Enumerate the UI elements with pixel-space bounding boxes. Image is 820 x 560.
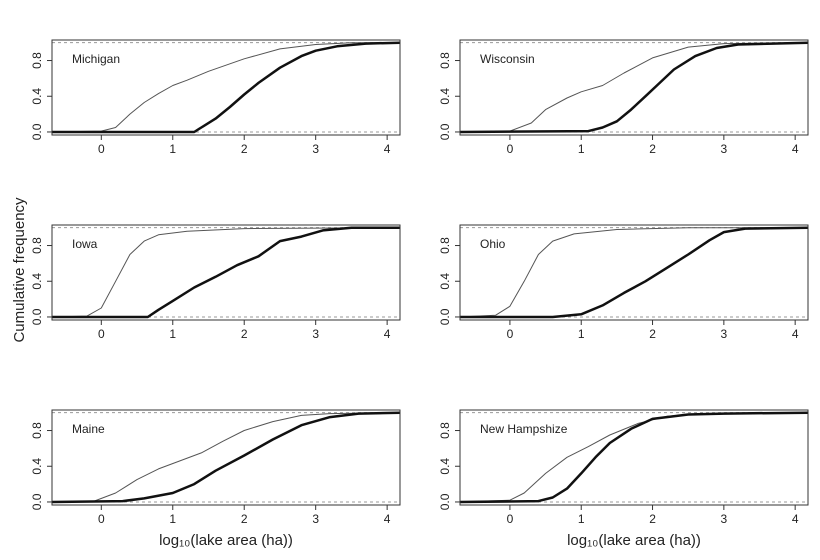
x-tick-label: 1 bbox=[169, 512, 176, 526]
x-tick-label: 2 bbox=[241, 327, 248, 341]
plot-frame bbox=[459, 224, 809, 321]
cdf-line bbox=[459, 227, 808, 318]
panel-title: Maine bbox=[72, 422, 105, 436]
x-tick-label: 0 bbox=[98, 142, 105, 156]
plot-frame bbox=[51, 39, 401, 136]
x-tick-label: 4 bbox=[384, 327, 391, 341]
x-tick-label: 4 bbox=[792, 512, 799, 526]
y-tick-label: 0.4 bbox=[438, 273, 452, 290]
cdf-line bbox=[459, 411, 809, 504]
x-tick-label: 2 bbox=[649, 142, 656, 156]
x-tick-label: 2 bbox=[241, 142, 248, 156]
x-tick-label: 3 bbox=[312, 327, 319, 341]
y-tick-label: 0.8 bbox=[30, 237, 44, 254]
cdf-line bbox=[459, 41, 809, 134]
x-tick-label: 2 bbox=[649, 327, 656, 341]
y-tick-label: 0.0 bbox=[30, 123, 44, 140]
x-axis-label: log₁₀(lake area (ha)) bbox=[567, 532, 701, 549]
x-tick-label: 0 bbox=[98, 512, 105, 526]
x-tick-label: 4 bbox=[384, 142, 391, 156]
x-tick-label: 3 bbox=[312, 142, 319, 156]
panel-title: Ohio bbox=[480, 237, 506, 251]
plot-frame bbox=[459, 409, 809, 506]
y-tick-label: 0.0 bbox=[30, 308, 44, 325]
plot-frame bbox=[459, 39, 809, 136]
cdf-line bbox=[51, 411, 401, 504]
x-tick-label: 4 bbox=[384, 512, 391, 526]
y-tick-label: 0.4 bbox=[438, 458, 452, 475]
plot-frame bbox=[51, 409, 401, 506]
x-tick-label: 3 bbox=[312, 512, 319, 526]
x-tick-label: 1 bbox=[169, 142, 176, 156]
y-tick-label: 0.8 bbox=[438, 422, 452, 439]
cdf-line bbox=[51, 42, 400, 133]
y-axis-label: Cumulative frequency bbox=[11, 197, 28, 343]
y-tick-label: 0.4 bbox=[30, 458, 44, 475]
x-tick-label: 1 bbox=[578, 142, 585, 156]
x-tick-label: 1 bbox=[578, 327, 585, 341]
cdf-line bbox=[52, 226, 400, 319]
x-tick-label: 0 bbox=[507, 142, 514, 156]
x-tick-label: 1 bbox=[578, 512, 585, 526]
y-tick-label: 0.0 bbox=[438, 123, 452, 140]
x-tick-label: 2 bbox=[649, 512, 656, 526]
cdf-line bbox=[52, 41, 401, 134]
y-tick-label: 0.8 bbox=[30, 52, 44, 69]
cdf-line bbox=[460, 226, 809, 319]
cdf-line bbox=[51, 412, 401, 503]
y-tick-label: 0.0 bbox=[30, 493, 44, 510]
panel-title: New Hampshize bbox=[480, 422, 568, 436]
x-tick-label: 3 bbox=[721, 512, 728, 526]
x-tick-label: 4 bbox=[792, 142, 799, 156]
y-tick-label: 0.0 bbox=[438, 493, 452, 510]
plot-frame bbox=[51, 224, 401, 321]
y-tick-label: 0.8 bbox=[30, 422, 44, 439]
y-tick-label: 0.4 bbox=[438, 88, 452, 105]
x-tick-label: 0 bbox=[507, 327, 514, 341]
x-tick-label: 3 bbox=[721, 142, 728, 156]
x-tick-label: 1 bbox=[169, 327, 176, 341]
y-tick-label: 0.8 bbox=[438, 237, 452, 254]
cdf-line bbox=[51, 227, 401, 318]
y-tick-label: 0.8 bbox=[438, 52, 452, 69]
y-tick-label: 0.4 bbox=[30, 88, 44, 105]
x-tick-label: 0 bbox=[507, 512, 514, 526]
x-tick-label: 4 bbox=[792, 327, 799, 341]
panel-title: Michigan bbox=[72, 52, 120, 66]
x-tick-label: 0 bbox=[98, 327, 105, 341]
x-axis-label: log₁₀(lake area (ha)) bbox=[159, 532, 293, 549]
y-tick-label: 0.0 bbox=[438, 308, 452, 325]
x-tick-label: 2 bbox=[241, 512, 248, 526]
x-tick-label: 3 bbox=[721, 327, 728, 341]
panel-title: Wisconsin bbox=[480, 52, 535, 66]
y-tick-label: 0.4 bbox=[30, 273, 44, 290]
cdf-line bbox=[459, 42, 809, 133]
panel-title: Iowa bbox=[72, 237, 98, 251]
